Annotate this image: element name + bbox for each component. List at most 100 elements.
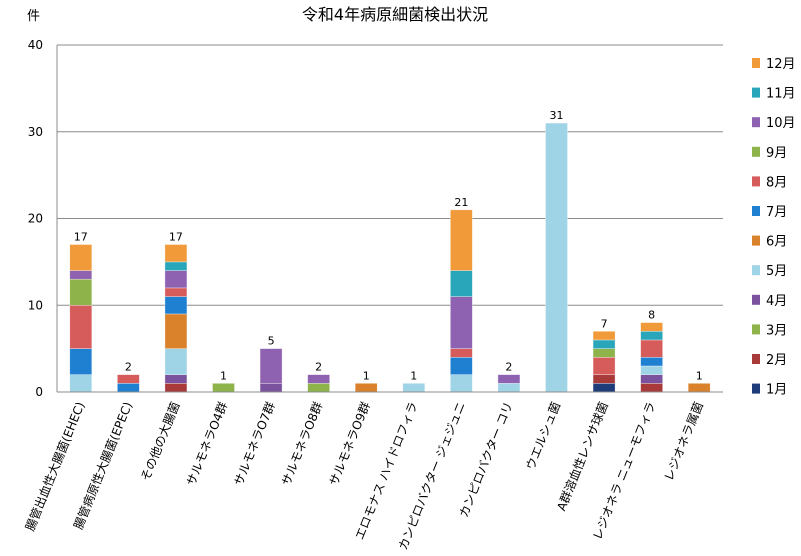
bar-segment: [307, 374, 330, 384]
legend-label: 12月: [766, 57, 796, 72]
bar-segment: [640, 339, 663, 358]
y-tick-label: 30: [28, 125, 43, 139]
legend-label: 4月: [766, 294, 787, 309]
legend-label: 5月: [766, 264, 787, 279]
bar-segment: [450, 348, 473, 358]
bar-total-label: 31: [550, 109, 564, 122]
legend-label: 6月: [766, 235, 787, 250]
legend-swatch: [752, 265, 760, 276]
bar-segment: [307, 383, 330, 393]
legend-swatch: [752, 383, 760, 394]
bar-segment: [450, 209, 473, 271]
legend-label: 10月: [766, 116, 796, 131]
bar-total-label: 17: [169, 231, 183, 244]
bar-total-label: 1: [220, 369, 227, 382]
bar-segment: [640, 322, 663, 332]
legend-swatch: [752, 354, 760, 364]
y-tick-label: 10: [28, 298, 43, 312]
bar-segment: [69, 348, 93, 375]
bar-segment: [640, 374, 663, 384]
x-tick-label: カンピロバクター コリ: [457, 400, 516, 520]
bar-segment: [402, 383, 426, 393]
bar-segment: [164, 244, 188, 263]
bar-total-label: 1: [410, 369, 417, 382]
bar-segment: [259, 348, 283, 384]
bar-segment: [497, 374, 521, 384]
bar-segment: [592, 330, 616, 341]
bar-segment: [592, 339, 616, 349]
bar-segment: [69, 270, 93, 280]
legend-swatch: [752, 206, 760, 216]
x-tick-label: サルモネラO7群: [231, 400, 277, 488]
bar-total-label: 2: [505, 361, 512, 374]
bar-segment: [592, 374, 616, 384]
bar-segment: [450, 270, 473, 297]
bar-segment: [69, 244, 93, 271]
bar-total-label: 1: [696, 369, 703, 382]
bar-segment: [164, 296, 188, 315]
bar-segment: [117, 383, 140, 393]
legend-swatch: [752, 87, 760, 98]
bar-segment: [450, 296, 473, 349]
bar-segment: [592, 348, 616, 358]
x-tick-label: A群溶血性レンサ球菌: [553, 400, 610, 513]
y-tick-label: 20: [28, 212, 43, 226]
bar-total-label: 2: [315, 361, 322, 374]
gridlines: [57, 44, 723, 393]
bar-segment: [545, 122, 568, 393]
legend-label: 1月: [766, 383, 787, 398]
bar-total-label: 2: [125, 361, 132, 374]
bar-segment: [640, 365, 663, 375]
bar-segment: [164, 270, 188, 289]
bar-segment: [164, 313, 188, 349]
chart-title: 令和4年病原細菌検出状況: [302, 5, 488, 24]
bar-segment: [640, 383, 663, 393]
bar-segment: [450, 374, 473, 393]
bar-total-label: 7: [601, 317, 608, 330]
bar-segment: [69, 374, 93, 393]
bar-total-label: 8: [648, 309, 655, 322]
y-tick-label: 40: [28, 38, 43, 52]
bar-segment: [592, 383, 616, 393]
bar-total-label: 17: [74, 231, 88, 244]
x-tick-label: サルモネラO9群: [327, 400, 373, 488]
legend: 12月 11月 10月 9月 8月 7月 6月 5月 4月 3月 2月 1月: [752, 57, 796, 398]
legend-swatch: [752, 117, 760, 128]
y-axis-unit-label: 件: [27, 9, 40, 24]
bar-segment: [164, 287, 188, 297]
x-tick-label: レジオネラ属菌: [662, 400, 706, 483]
bar-segment: [497, 383, 521, 393]
legend-swatch: [752, 146, 760, 157]
bar-total-label: 1: [363, 369, 370, 382]
bar-segment: [354, 383, 378, 393]
bar-total-label: 21: [454, 196, 468, 209]
x-tick-label: サルモネラO8群: [279, 400, 325, 488]
bar-segment: [640, 356, 663, 367]
bar-segment: [687, 383, 711, 393]
legend-label: 11月: [766, 87, 796, 102]
legend-swatch: [752, 58, 760, 68]
legend-label: 3月: [766, 323, 787, 338]
legend-label: 9月: [766, 146, 787, 161]
legend-swatch: [752, 324, 760, 335]
bar-total-label: 5: [268, 335, 275, 348]
legend-label: 8月: [766, 175, 787, 190]
bar-segment: [212, 383, 235, 393]
bar-segment: [450, 356, 473, 375]
bar-segment: [164, 261, 188, 271]
legend-swatch: [752, 176, 760, 187]
x-tick-label: その他の大腸菌: [138, 400, 182, 483]
legend-swatch: [752, 294, 760, 305]
bar-segment: [259, 383, 283, 393]
bar-segment: [592, 356, 616, 375]
x-tick-label: ウエルシュ菌: [523, 400, 563, 472]
bar-segment: [164, 374, 188, 384]
y-tick-label: 0: [35, 385, 43, 399]
bar-segment: [164, 348, 188, 375]
legend-label: 2月: [766, 353, 787, 368]
bar-segment: [69, 304, 93, 349]
bar-segment: [164, 383, 188, 393]
